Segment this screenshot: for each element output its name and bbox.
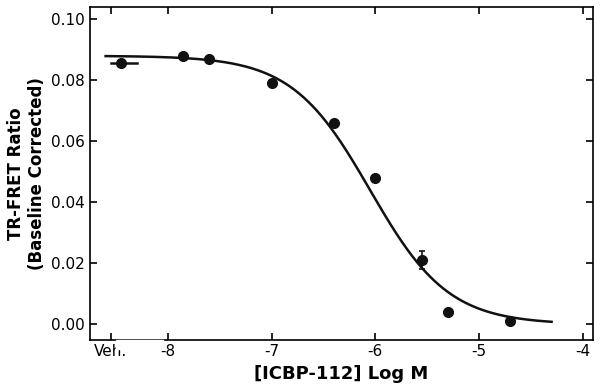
X-axis label: [ICBP-112] Log M: [ICBP-112] Log M <box>254 365 428 383</box>
Y-axis label: TR-FRET Ratio
(Baseline Corrected): TR-FRET Ratio (Baseline Corrected) <box>7 77 46 270</box>
Bar <box>116 340 163 349</box>
